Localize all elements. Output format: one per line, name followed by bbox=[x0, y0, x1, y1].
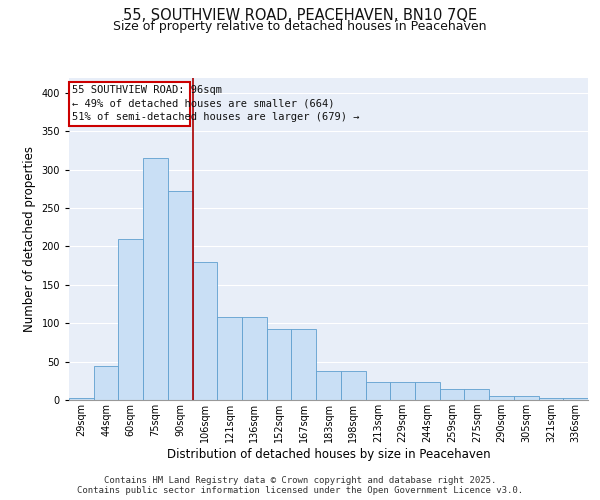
Bar bbox=[267, 330, 292, 400]
Bar bbox=[514, 396, 539, 400]
Bar bbox=[390, 382, 415, 400]
Text: 55, SOUTHVIEW ROAD, PEACEHAVEN, BN10 7QE: 55, SOUTHVIEW ROAD, PEACEHAVEN, BN10 7QE bbox=[123, 8, 477, 22]
Bar bbox=[94, 366, 118, 400]
Bar bbox=[539, 398, 563, 400]
Bar bbox=[440, 389, 464, 400]
Bar bbox=[292, 330, 316, 400]
Bar bbox=[415, 382, 440, 400]
Bar bbox=[217, 317, 242, 400]
Bar bbox=[242, 317, 267, 400]
Bar bbox=[341, 371, 365, 400]
Bar bbox=[69, 398, 94, 400]
Bar bbox=[118, 239, 143, 400]
FancyBboxPatch shape bbox=[70, 82, 190, 126]
Bar bbox=[563, 398, 588, 400]
Bar bbox=[316, 371, 341, 400]
X-axis label: Distribution of detached houses by size in Peacehaven: Distribution of detached houses by size … bbox=[167, 448, 490, 461]
Text: Contains HM Land Registry data © Crown copyright and database right 2025.
Contai: Contains HM Land Registry data © Crown c… bbox=[77, 476, 523, 495]
Bar bbox=[193, 262, 217, 400]
Bar bbox=[143, 158, 168, 400]
Bar bbox=[489, 396, 514, 400]
Bar bbox=[365, 382, 390, 400]
Y-axis label: Number of detached properties: Number of detached properties bbox=[23, 146, 36, 332]
Bar bbox=[464, 389, 489, 400]
Text: 55 SOUTHVIEW ROAD: 96sqm
← 49% of detached houses are smaller (664)
51% of semi-: 55 SOUTHVIEW ROAD: 96sqm ← 49% of detach… bbox=[73, 85, 360, 122]
Text: Size of property relative to detached houses in Peacehaven: Size of property relative to detached ho… bbox=[113, 20, 487, 33]
Bar bbox=[168, 191, 193, 400]
